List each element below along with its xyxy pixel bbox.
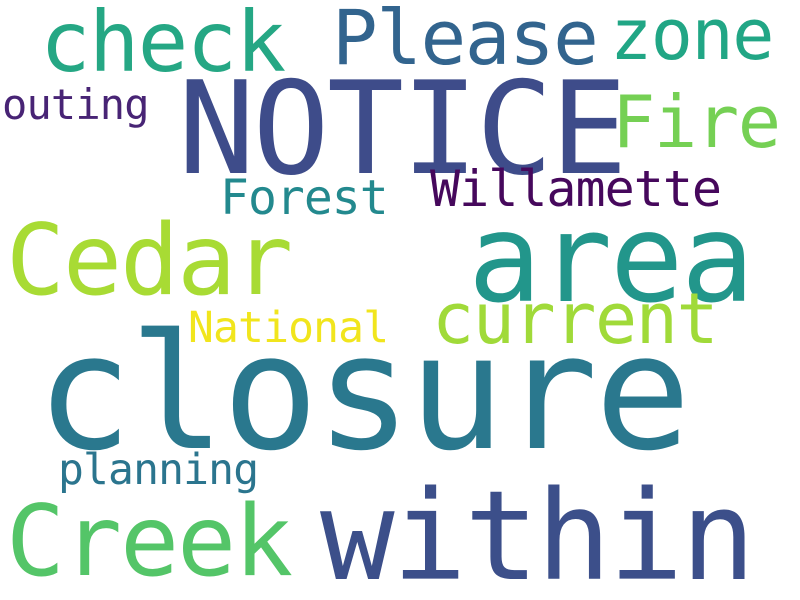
word-creek: Creek <box>6 485 293 599</box>
word-within: within <box>320 465 756 600</box>
word-current: current <box>432 278 719 360</box>
word-cedar: Cedar <box>6 204 293 318</box>
word-forest: Forest <box>220 170 389 226</box>
word-please: Please <box>332 0 599 82</box>
word-national: National <box>188 303 389 353</box>
word-area: area <box>468 188 754 330</box>
word-check: check <box>40 0 286 91</box>
word-willamette: Willamette <box>430 160 722 218</box>
word-zone: zone <box>610 0 774 76</box>
word-notice: NOTICE <box>178 55 628 204</box>
word-fire: Fire <box>612 80 781 164</box>
word-closure: closure <box>36 299 691 486</box>
word-planning: planning <box>58 445 259 495</box>
word-outing: outing <box>2 80 150 129</box>
